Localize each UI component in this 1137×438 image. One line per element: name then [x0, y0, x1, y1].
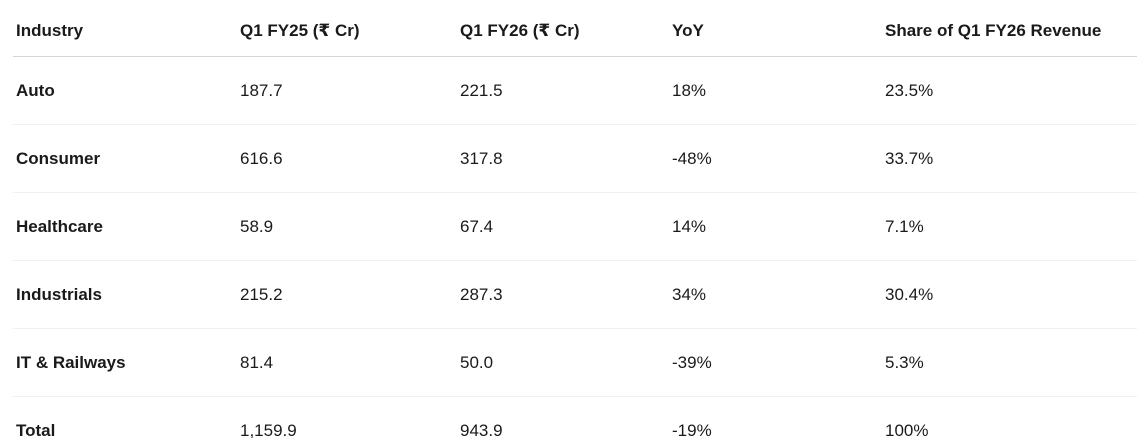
table-row-healthcare: Healthcare 58.9 67.4 14% 7.1% — [13, 192, 1137, 261]
cell-yoy: -48% — [672, 124, 885, 193]
cell-q1-fy26: 67.4 — [460, 192, 672, 261]
cell-q1-fy26: 221.5 — [460, 56, 672, 125]
cell-q1-fy26: 943.9 — [460, 420, 503, 438]
cell-share: 100% — [885, 420, 929, 438]
table-row-it-railways: IT & Railways 81.4 50.0 -39% 5.3% — [13, 328, 1137, 397]
cell-share: 33.7% — [885, 124, 1137, 193]
cell-q1-fy25: 1,159.9 — [240, 420, 297, 438]
cell-yoy: 14% — [672, 192, 885, 261]
cell-share: 5.3% — [885, 328, 1137, 397]
table-row-consumer: Consumer 616.6 317.8 -48% 33.7% — [13, 124, 1137, 193]
cell-industry: Consumer — [13, 124, 240, 193]
cell-yoy: -39% — [672, 328, 885, 397]
cell-share: 7.1% — [885, 192, 1137, 261]
cell-q1-fy26: 50.0 — [460, 328, 672, 397]
cell-yoy: 18% — [672, 56, 885, 125]
cell-q1-fy25: 81.4 — [240, 328, 460, 397]
cell-share: 23.5% — [885, 56, 1137, 125]
table-row-industrials: Industrials 215.2 287.3 34% 30.4% — [13, 260, 1137, 329]
cell-q1-fy25: 215.2 — [240, 260, 460, 329]
cell-industry: Total — [16, 420, 56, 438]
column-header-share: Share of Q1 FY26 Revenue — [885, 0, 1137, 57]
column-header-q1-fy26: Q1 FY26 (₹ Cr) — [460, 0, 672, 57]
header-row: Industry Q1 FY25 (₹ Cr) Q1 FY26 (₹ Cr) Y… — [13, 0, 1137, 57]
cell-industry: IT & Railways — [13, 328, 240, 397]
table-row-total: Total 1,159.9 943.9 -19% 100% — [13, 397, 1137, 438]
cell-share: 30.4% — [885, 260, 1137, 329]
cell-industry: Auto — [13, 56, 240, 125]
cell-q1-fy26: 287.3 — [460, 260, 672, 329]
industry-revenue-table: Industry Q1 FY25 (₹ Cr) Q1 FY26 (₹ Cr) Y… — [13, 0, 1137, 438]
cell-q1-fy25: 616.6 — [240, 124, 460, 193]
column-header-yoy: YoY — [672, 0, 885, 57]
column-header-industry: Industry — [13, 0, 240, 57]
column-header-q1-fy25: Q1 FY25 (₹ Cr) — [240, 0, 460, 57]
cell-q1-fy25: 187.7 — [240, 56, 460, 125]
cell-industry: Industrials — [13, 260, 240, 329]
cell-yoy: 34% — [672, 260, 885, 329]
table-row-auto: Auto 187.7 221.5 18% 23.5% — [13, 56, 1137, 125]
cell-yoy: -19% — [672, 420, 712, 438]
cell-industry: Healthcare — [13, 192, 240, 261]
cell-q1-fy26: 317.8 — [460, 124, 672, 193]
cell-q1-fy25: 58.9 — [240, 192, 460, 261]
